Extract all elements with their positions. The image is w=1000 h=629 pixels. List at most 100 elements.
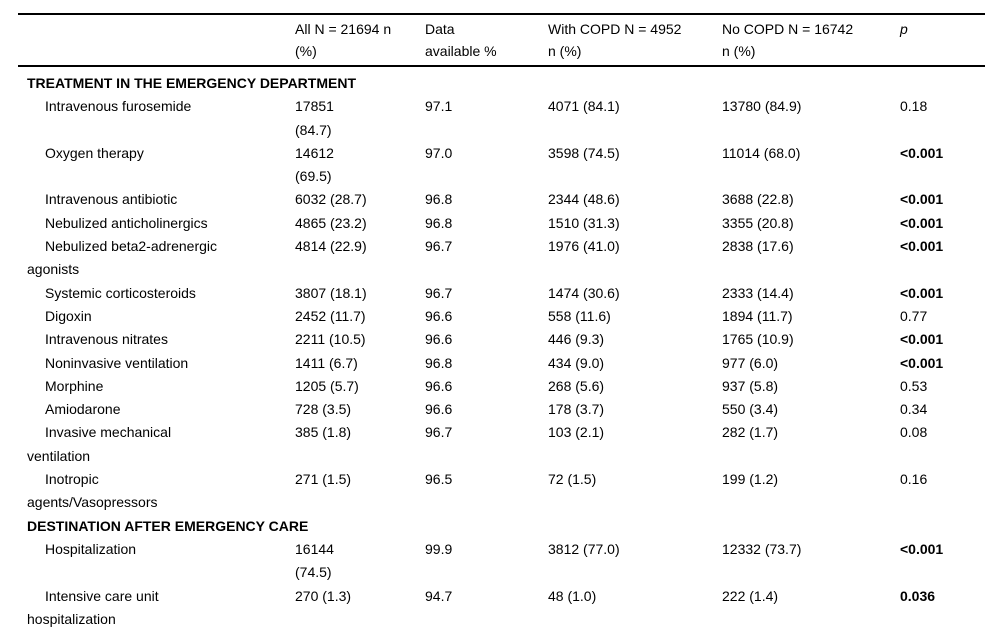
cell-all: 271 (1.5)	[295, 471, 352, 488]
cell-p: 0.34	[900, 401, 928, 418]
cell-label: Morphine	[45, 377, 104, 394]
cell-no_copd: 1765 (10.9)	[722, 331, 794, 348]
cell-label: Intravenous antibiotic	[45, 191, 178, 208]
cell-data_available: 96.8	[425, 214, 453, 231]
cell-label: Noninvasive ventilation	[45, 354, 189, 371]
cell-with_copd: 2344 (48.6)	[548, 191, 620, 208]
cell-data_available: 96.7	[425, 424, 453, 441]
section-title: TREATMENT IN THE EMERGENCY DEPARTMENT	[27, 75, 357, 91]
cell-data_available: 97.0	[425, 144, 453, 161]
cell-no_copd: 222 (1.4)	[722, 587, 779, 604]
cell-label: Systemic corticosteroids	[45, 284, 196, 301]
table-row: Intravenous furosemide 17851 (84.7) 97.1 40…	[18, 95, 985, 142]
cell-data_available: 94.7	[425, 587, 453, 604]
cell-data_available: 96.8	[425, 354, 453, 371]
cell-with_copd: 103 (2.1)	[548, 424, 605, 441]
cell-p: 0.77	[900, 307, 928, 324]
cell-p: <0.001	[900, 331, 944, 348]
cell-with_copd: 3812 (77.0)	[548, 540, 620, 557]
cell-p: <0.001	[900, 214, 944, 231]
table-row: Invasive mechanical ventilation 385 (1.8)…	[18, 421, 985, 468]
cell-all: 728 (3.5)	[295, 401, 352, 418]
cell-p: 0.18	[900, 98, 928, 115]
table-row: Digoxin 2452 (11.7) 96.6 558 (11.6) 1894 (11…	[18, 305, 985, 328]
cell-data_available: 96.5	[425, 471, 453, 488]
cell-data_available: 96.7	[425, 284, 453, 301]
table-row: Hospitalization 16144 (74.5) 99.9 3812 (77.…	[18, 538, 985, 585]
cell-with_copd: 72 (1.5)	[548, 471, 597, 488]
cell-all: 270 (1.3)	[295, 587, 352, 604]
cell-no_copd: 13780 (84.9)	[722, 98, 802, 115]
cell-all: 2211 (10.5)	[295, 331, 366, 348]
cell-with_copd: 48 (1.0)	[548, 587, 597, 604]
cell-no_copd: 937 (5.8)	[722, 377, 779, 394]
cell-data_available: 96.6	[425, 331, 453, 348]
cell-data_available: 96.7	[425, 238, 453, 255]
cell-all: 1205 (5.7)	[295, 377, 359, 394]
cell-data_available: 97.1	[425, 98, 453, 115]
column-header-no_copd: No COPD N = 16742 n (%)	[722, 21, 854, 59]
cell-p: <0.001	[900, 540, 944, 557]
cell-label: Inotropic agents/Vasopressors	[27, 471, 158, 511]
cell-label: Intravenous nitrates	[45, 331, 168, 348]
cell-with_copd: 446 (9.3)	[548, 331, 605, 348]
cell-data_available: 96.8	[425, 191, 453, 208]
section-header-row: DESTINATION AFTER EMERGENCY CARE	[18, 515, 985, 538]
table-body: TREATMENT IN THE EMERGENCY DEPARTMENT Int…	[18, 66, 985, 629]
cell-with_copd: 268 (5.6)	[548, 377, 605, 394]
cell-with_copd: 1976 (41.0)	[548, 238, 620, 255]
cell-p: 0.53	[900, 377, 928, 394]
section-header-row: TREATMENT IN THE EMERGENCY DEPARTMENT	[18, 66, 985, 95]
cell-label: Nebulized beta2-adrenergic agonists	[27, 238, 217, 278]
cell-all: 6032 (28.7)	[295, 191, 367, 208]
cell-no_copd: 977 (6.0)	[722, 354, 779, 371]
cell-label: Intravenous furosemide	[45, 98, 192, 115]
cell-label: Nebulized anticholinergics	[45, 214, 208, 231]
table-row: Oxygen therapy 14612 (69.5) 97.0 3598 (74.5…	[18, 142, 985, 189]
cell-all: 14612 (69.5)	[295, 144, 334, 185]
cell-no_copd: 11014 (68.0)	[722, 144, 801, 161]
cell-no_copd: 3355 (20.8)	[722, 214, 794, 231]
cell-no_copd: 2333 (14.4)	[722, 284, 794, 301]
column-header-label	[18, 14, 295, 66]
cell-no_copd: 1894 (11.7)	[722, 307, 793, 324]
table-row: Noninvasive ventilation 1411 (6.7) 96.8 434…	[18, 352, 985, 375]
cell-with_copd: 1510 (31.3)	[548, 214, 620, 231]
copd-treatment-table: All N = 21694 n (%) Data available % With …	[18, 13, 985, 629]
cell-p: 0.036	[900, 587, 936, 604]
cell-with_copd: 4071 (84.1)	[548, 98, 620, 115]
cell-p: <0.001	[900, 238, 944, 255]
cell-no_copd: 12332 (73.7)	[722, 540, 802, 557]
cell-with_copd: 434 (9.0)	[548, 354, 605, 371]
cell-no_copd: 3688 (22.8)	[722, 191, 794, 208]
section-title: DESTINATION AFTER EMERGENCY CARE	[27, 517, 309, 534]
cell-data_available: 99.9	[425, 540, 453, 557]
cell-data_available: 96.6	[425, 401, 453, 418]
column-header-data_available: Data available %	[425, 21, 497, 59]
cell-data_available: 96.6	[425, 307, 453, 324]
cell-no_copd: 2838 (17.6)	[722, 238, 794, 255]
table-row: Intensive care unit hospitalization 270 (…	[18, 585, 985, 629]
cell-all: 1411 (6.7)	[295, 354, 358, 371]
cell-label: Oxygen therapy	[45, 144, 144, 161]
cell-all: 3807 (18.1)	[295, 284, 367, 301]
table-row: Inotropic agents/Vasopressors 271 (1.5) 96…	[18, 468, 985, 515]
cell-p: <0.001	[900, 144, 944, 161]
cell-label: Amiodarone	[45, 401, 121, 418]
table-row: Nebulized beta2-adrenergic agonists 4814 …	[18, 235, 985, 282]
table-header: All N = 21694 n (%) Data available % With …	[18, 14, 985, 66]
cell-all: 4814 (22.9)	[295, 238, 367, 255]
cell-p: 0.08	[900, 424, 928, 441]
column-header-with_copd: With COPD N = 4952 n (%)	[548, 21, 682, 59]
table-row: Intravenous nitrates 2211 (10.5) 96.6 446 (…	[18, 328, 985, 351]
cell-label: Invasive mechanical ventilation	[27, 424, 172, 464]
cell-data_available: 96.6	[425, 377, 453, 394]
cell-all: 2452 (11.7)	[295, 307, 366, 324]
cell-label: Digoxin	[45, 307, 92, 324]
cell-p: <0.001	[900, 284, 944, 301]
cell-no_copd: 199 (1.2)	[722, 471, 779, 488]
column-header-p: p	[900, 21, 908, 37]
cell-label: Intensive care unit hospitalization	[27, 587, 159, 627]
table-row: Amiodarone 728 (3.5) 96.6 178 (3.7) 550 (3.4…	[18, 398, 985, 421]
